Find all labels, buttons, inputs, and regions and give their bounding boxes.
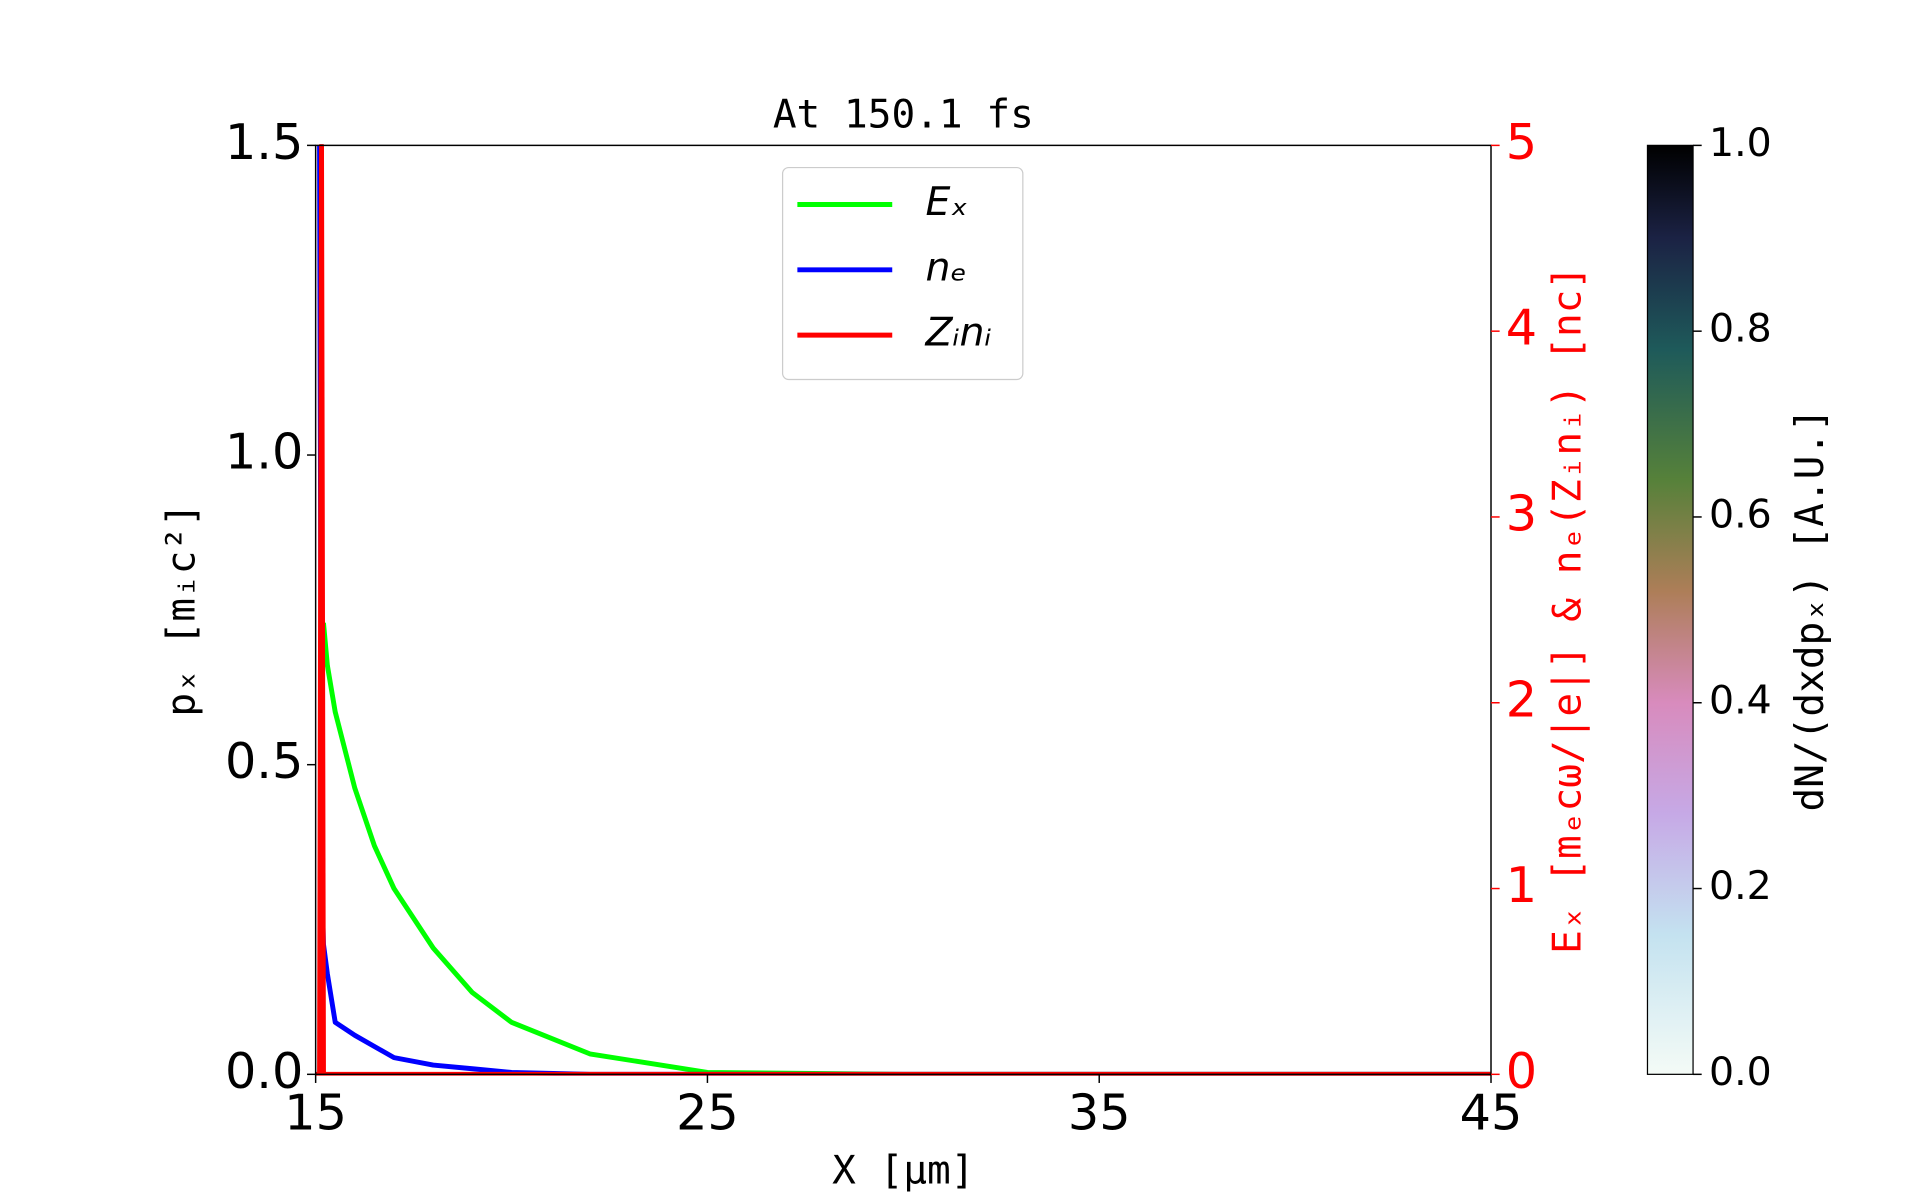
colorbar-tick-label: 0.0: [1709, 1049, 1772, 1095]
colorbar-tick-label: 0.8: [1709, 306, 1772, 352]
x-axis-label: X [μm]: [832, 1147, 974, 1193]
y2-tick-label: 5: [1506, 113, 1537, 171]
y2-axis-label: Eₓ [mₑcω/|e|] & nₑ(Zᵢnᵢ) [nc]: [1544, 266, 1590, 954]
y-tick-label: 0.5: [225, 732, 303, 790]
colorbar-tick-label: 0.6: [1709, 491, 1772, 537]
series-line: [321, 622, 1492, 1076]
legend: [781, 166, 1024, 381]
legend-label: Eₓ: [926, 179, 968, 225]
y2-tick-label: 0: [1506, 1042, 1537, 1100]
colorbar-tick-label: 1.0: [1709, 120, 1772, 166]
y2-tick-label: 2: [1506, 670, 1537, 728]
x-tick-label: 35: [1068, 1084, 1131, 1142]
y2-tick-label: 4: [1506, 299, 1537, 357]
y-tick-label: 0.0: [225, 1042, 303, 1100]
colorbar-tick-label: 0.4: [1709, 677, 1772, 723]
colorbar: [1646, 144, 1694, 1075]
y-tick-label: 1.0: [225, 423, 303, 481]
y2-tick-label: 1: [1506, 856, 1537, 914]
legend-label: Zᵢnᵢ: [925, 310, 992, 356]
colorbar-tick-label: 0.2: [1709, 863, 1772, 909]
x-tick-label: 15: [284, 1084, 347, 1142]
x-tick-label: 45: [1460, 1084, 1523, 1142]
y-axis-label: pₓ [mᵢc²]: [158, 503, 204, 717]
axes-frame: [314, 144, 1492, 1076]
chart-title: At 150.1 fs: [773, 92, 1034, 138]
colorbar-label: dN/(dxdpₓ) [A.U.]: [1787, 408, 1833, 811]
x-tick-label: 25: [676, 1084, 739, 1142]
y-tick-label: 1.5: [225, 113, 303, 171]
y2-tick-label: 3: [1506, 484, 1537, 542]
legend-label: nₑ: [926, 244, 967, 290]
